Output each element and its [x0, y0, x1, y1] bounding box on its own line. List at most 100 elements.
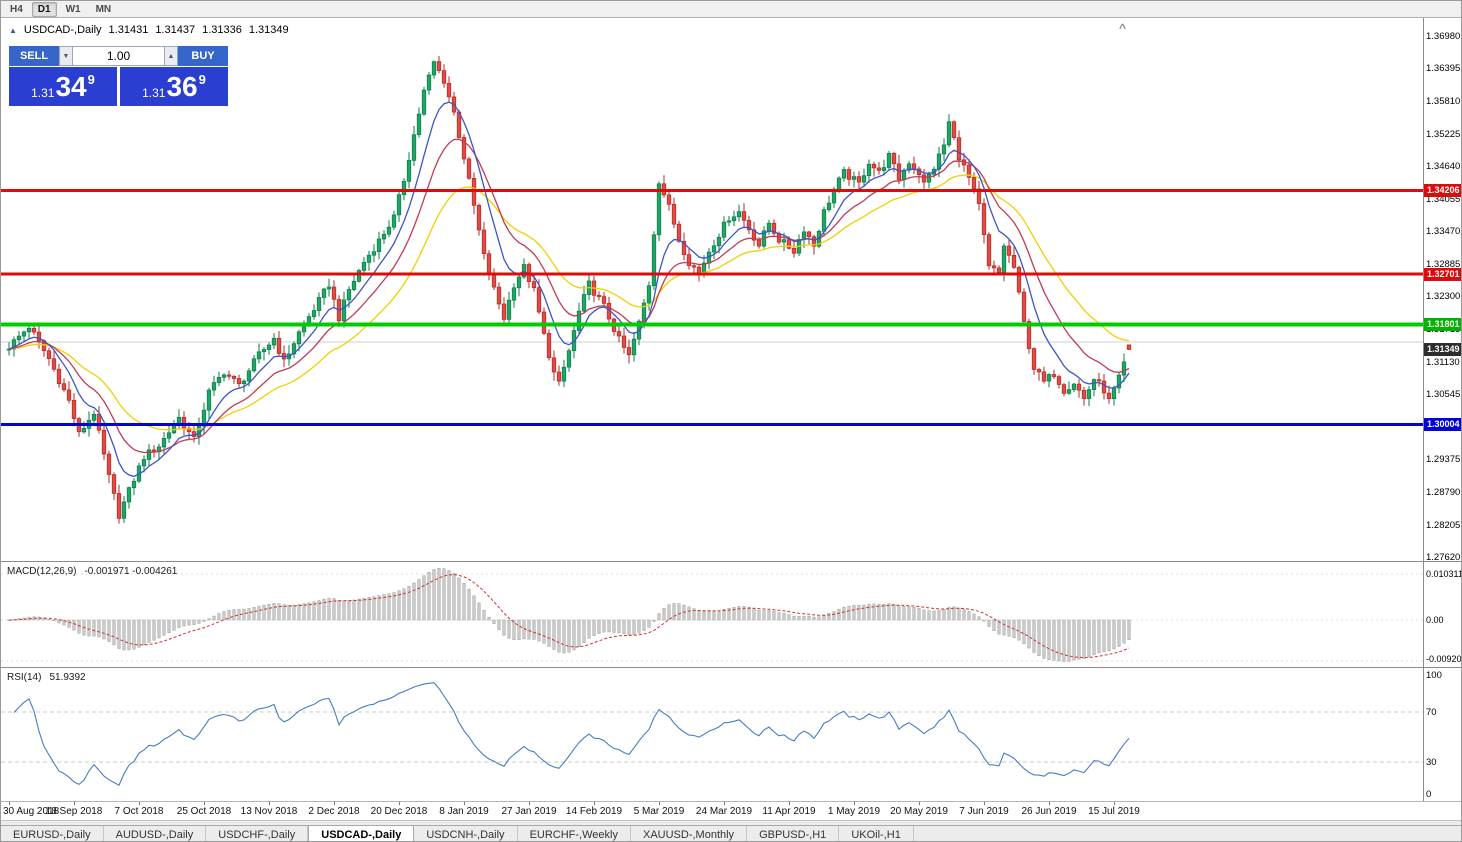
buy-price-display[interactable]: 1.31 36 9 [120, 67, 228, 106]
buy-price-prefix: 1.31 [142, 86, 166, 100]
sell-price-prefix: 1.31 [31, 86, 55, 100]
status-strip [1, 820, 1461, 825]
pane-divider[interactable] [1, 667, 1461, 668]
price-axis-label: 1.32300 [1426, 291, 1461, 303]
macd-axis[interactable]: 0.010311 0.00 -0.009203 [1423, 562, 1462, 667]
macd-axis-label: -0.009203 [1426, 654, 1462, 664]
tab-xauusd-monthly[interactable]: XAUUSD-,Monthly [630, 826, 748, 841]
tab-usdcnh-daily[interactable]: USDCNH-,Daily [414, 826, 518, 841]
time-axis[interactable]: 30 Aug 2018 18 Sep 2018 7 Oct 2018 25 Oct 2… [1, 802, 1461, 820]
price-level-badge: 1.34206 [1424, 183, 1461, 197]
macd-name: MACD(12,26,9) [7, 566, 77, 577]
timeframe-toolbar: H4 D1 W1 MN [1, 1, 1461, 18]
pane-divider[interactable] [1, 561, 1461, 562]
rsi-axis[interactable]: 100 70 30 0 [1423, 668, 1461, 801]
date-label: 25 Oct 2018 [176, 806, 232, 817]
price-axis[interactable]: 1.36980 1.36395 1.35810 1.35225 1.34640 1.340… [1423, 18, 1461, 563]
sell-price-big: 34 [55, 70, 87, 102]
chart-symbol-title: USDCAD-,Daily [23, 24, 102, 36]
date-tick [529, 802, 530, 805]
price-axis-label: 1.35225 [1426, 128, 1461, 140]
price-level-badge: 1.30004 [1424, 417, 1461, 431]
rsi-axis-label: 70 [1426, 707, 1437, 718]
buy-price-sup: 9 [198, 72, 206, 87]
macd-canvas[interactable] [1, 562, 1423, 667]
date-label: 18 Sep 2018 [45, 806, 103, 817]
one-click-trading-panel: SELL ▼ ▲ BUY 1.31 34 9 1.31 36 9 [9, 46, 228, 106]
date-label: 27 Jan 2019 [501, 806, 557, 817]
timeframe-h4-button[interactable]: H4 [10, 3, 23, 15]
tab-eurusd-daily[interactable]: EURUSD-,Daily [1, 826, 104, 841]
timeframe-w1-button[interactable]: W1 [65, 3, 81, 15]
price-axis-label: 1.28790 [1426, 486, 1461, 498]
date-tick [74, 802, 75, 805]
sell-button[interactable]: SELL [9, 46, 59, 66]
ohlc-low: 1.31336 [202, 24, 242, 36]
volume-increase-button[interactable]: ▲ [164, 46, 178, 66]
date-label: 26 Jun 2019 [1021, 806, 1077, 817]
chart-collapse-icon[interactable]: ^ [1119, 21, 1127, 35]
rsi-label: RSI(14) 51.9392 [7, 672, 86, 683]
date-tick [334, 802, 335, 805]
date-label: 24 Mar 2019 [695, 806, 753, 817]
rsi-pane: 100 70 30 0 RSI(14) 51.9392 [1, 668, 1461, 801]
main-chart-canvas[interactable] [1, 18, 1423, 561]
price-axis-label: 1.34055 [1426, 193, 1461, 205]
tab-usdcad-daily[interactable]: USDCAD-,Daily [308, 826, 415, 841]
price-axis-label: 1.30545 [1426, 389, 1461, 401]
macd-axis-label: 0.010311 [1426, 569, 1462, 579]
price-level-badge: 1.32701 [1424, 267, 1461, 281]
date-tick [854, 802, 855, 805]
rsi-canvas[interactable] [1, 668, 1423, 801]
date-tick [594, 802, 595, 805]
buy-price-big: 36 [166, 70, 198, 102]
date-tick [659, 802, 660, 805]
tab-usdchf-daily[interactable]: USDCHF-,Daily [206, 826, 309, 841]
date-label: 7 Jun 2019 [959, 806, 1009, 817]
timeframe-d1-button[interactable]: D1 [31, 1, 57, 17]
price-axis-label: 1.36980 [1426, 30, 1461, 42]
macd-label: MACD(12,26,9) -0.001971 -0.004261 [7, 566, 177, 577]
price-axis-label: 1.35810 [1426, 95, 1461, 107]
tab-gbpusd-h1[interactable]: GBPUSD-,H1 [747, 826, 840, 841]
rsi-axis-label: 100 [1426, 669, 1442, 681]
ohlc-close: 1.31349 [248, 24, 289, 36]
buy-button[interactable]: BUY [178, 46, 228, 66]
date-tick [1114, 802, 1115, 805]
date-tick [464, 802, 465, 805]
sell-price-display[interactable]: 1.31 34 9 [9, 67, 117, 106]
chart-header: ▲ USDCAD-,Daily 1.31431 1.31437 1.31336 … [9, 24, 289, 36]
main-chart-pane: 1.36980 1.36395 1.35810 1.35225 1.34640 1.340… [1, 18, 1461, 563]
date-tick [1049, 802, 1050, 805]
volume-decrease-button[interactable]: ▼ [59, 46, 73, 66]
date-label: 1 May 2019 [827, 806, 881, 817]
tab-ukoil-h1[interactable]: UKOil-,H1 [839, 826, 914, 841]
date-label: 5 Mar 2019 [633, 806, 685, 817]
date-label: 30 Aug 2018 [3, 806, 60, 817]
volume-input[interactable] [73, 47, 164, 65]
price-axis-label: 1.33470 [1426, 226, 1461, 238]
pane-divider[interactable] [1, 801, 1461, 802]
tab-eurchf-weekly[interactable]: EURCHF-,Weekly [517, 826, 631, 841]
chart-tab-bar: EURUSD-,Daily AUDUSD-,Daily USDCHF-,Daily U… [1, 825, 1461, 841]
ohlc-open: 1.31431 [108, 24, 149, 36]
date-label: 11 Apr 2019 [762, 806, 816, 817]
timeframe-mn-button[interactable]: MN [95, 3, 112, 15]
tab-audusd-daily[interactable]: AUDUSD-,Daily [103, 826, 207, 841]
macd-pane: 0.010311 0.00 -0.009203 MACD(12,26,9) -0.0… [1, 562, 1462, 667]
date-label: 14 Feb 2019 [565, 806, 623, 817]
date-tick [984, 802, 985, 805]
rsi-name: RSI(14) [7, 672, 42, 683]
rsi-axis-label: 0 [1426, 789, 1432, 800]
price-axis-label: 1.28205 [1426, 519, 1461, 531]
date-tick [9, 802, 10, 805]
one-click-toggle-icon[interactable]: ▲ [9, 25, 17, 35]
date-tick [269, 802, 270, 805]
date-tick [724, 802, 725, 805]
date-tick [204, 802, 205, 805]
macd-axis-label: 0.00 [1426, 615, 1444, 625]
price-axis-label: 1.29375 [1426, 454, 1461, 466]
rsi-axis-label: 30 [1426, 757, 1437, 768]
date-label: 20 May 2019 [890, 806, 948, 817]
price-axis-label: 1.34640 [1426, 161, 1461, 173]
